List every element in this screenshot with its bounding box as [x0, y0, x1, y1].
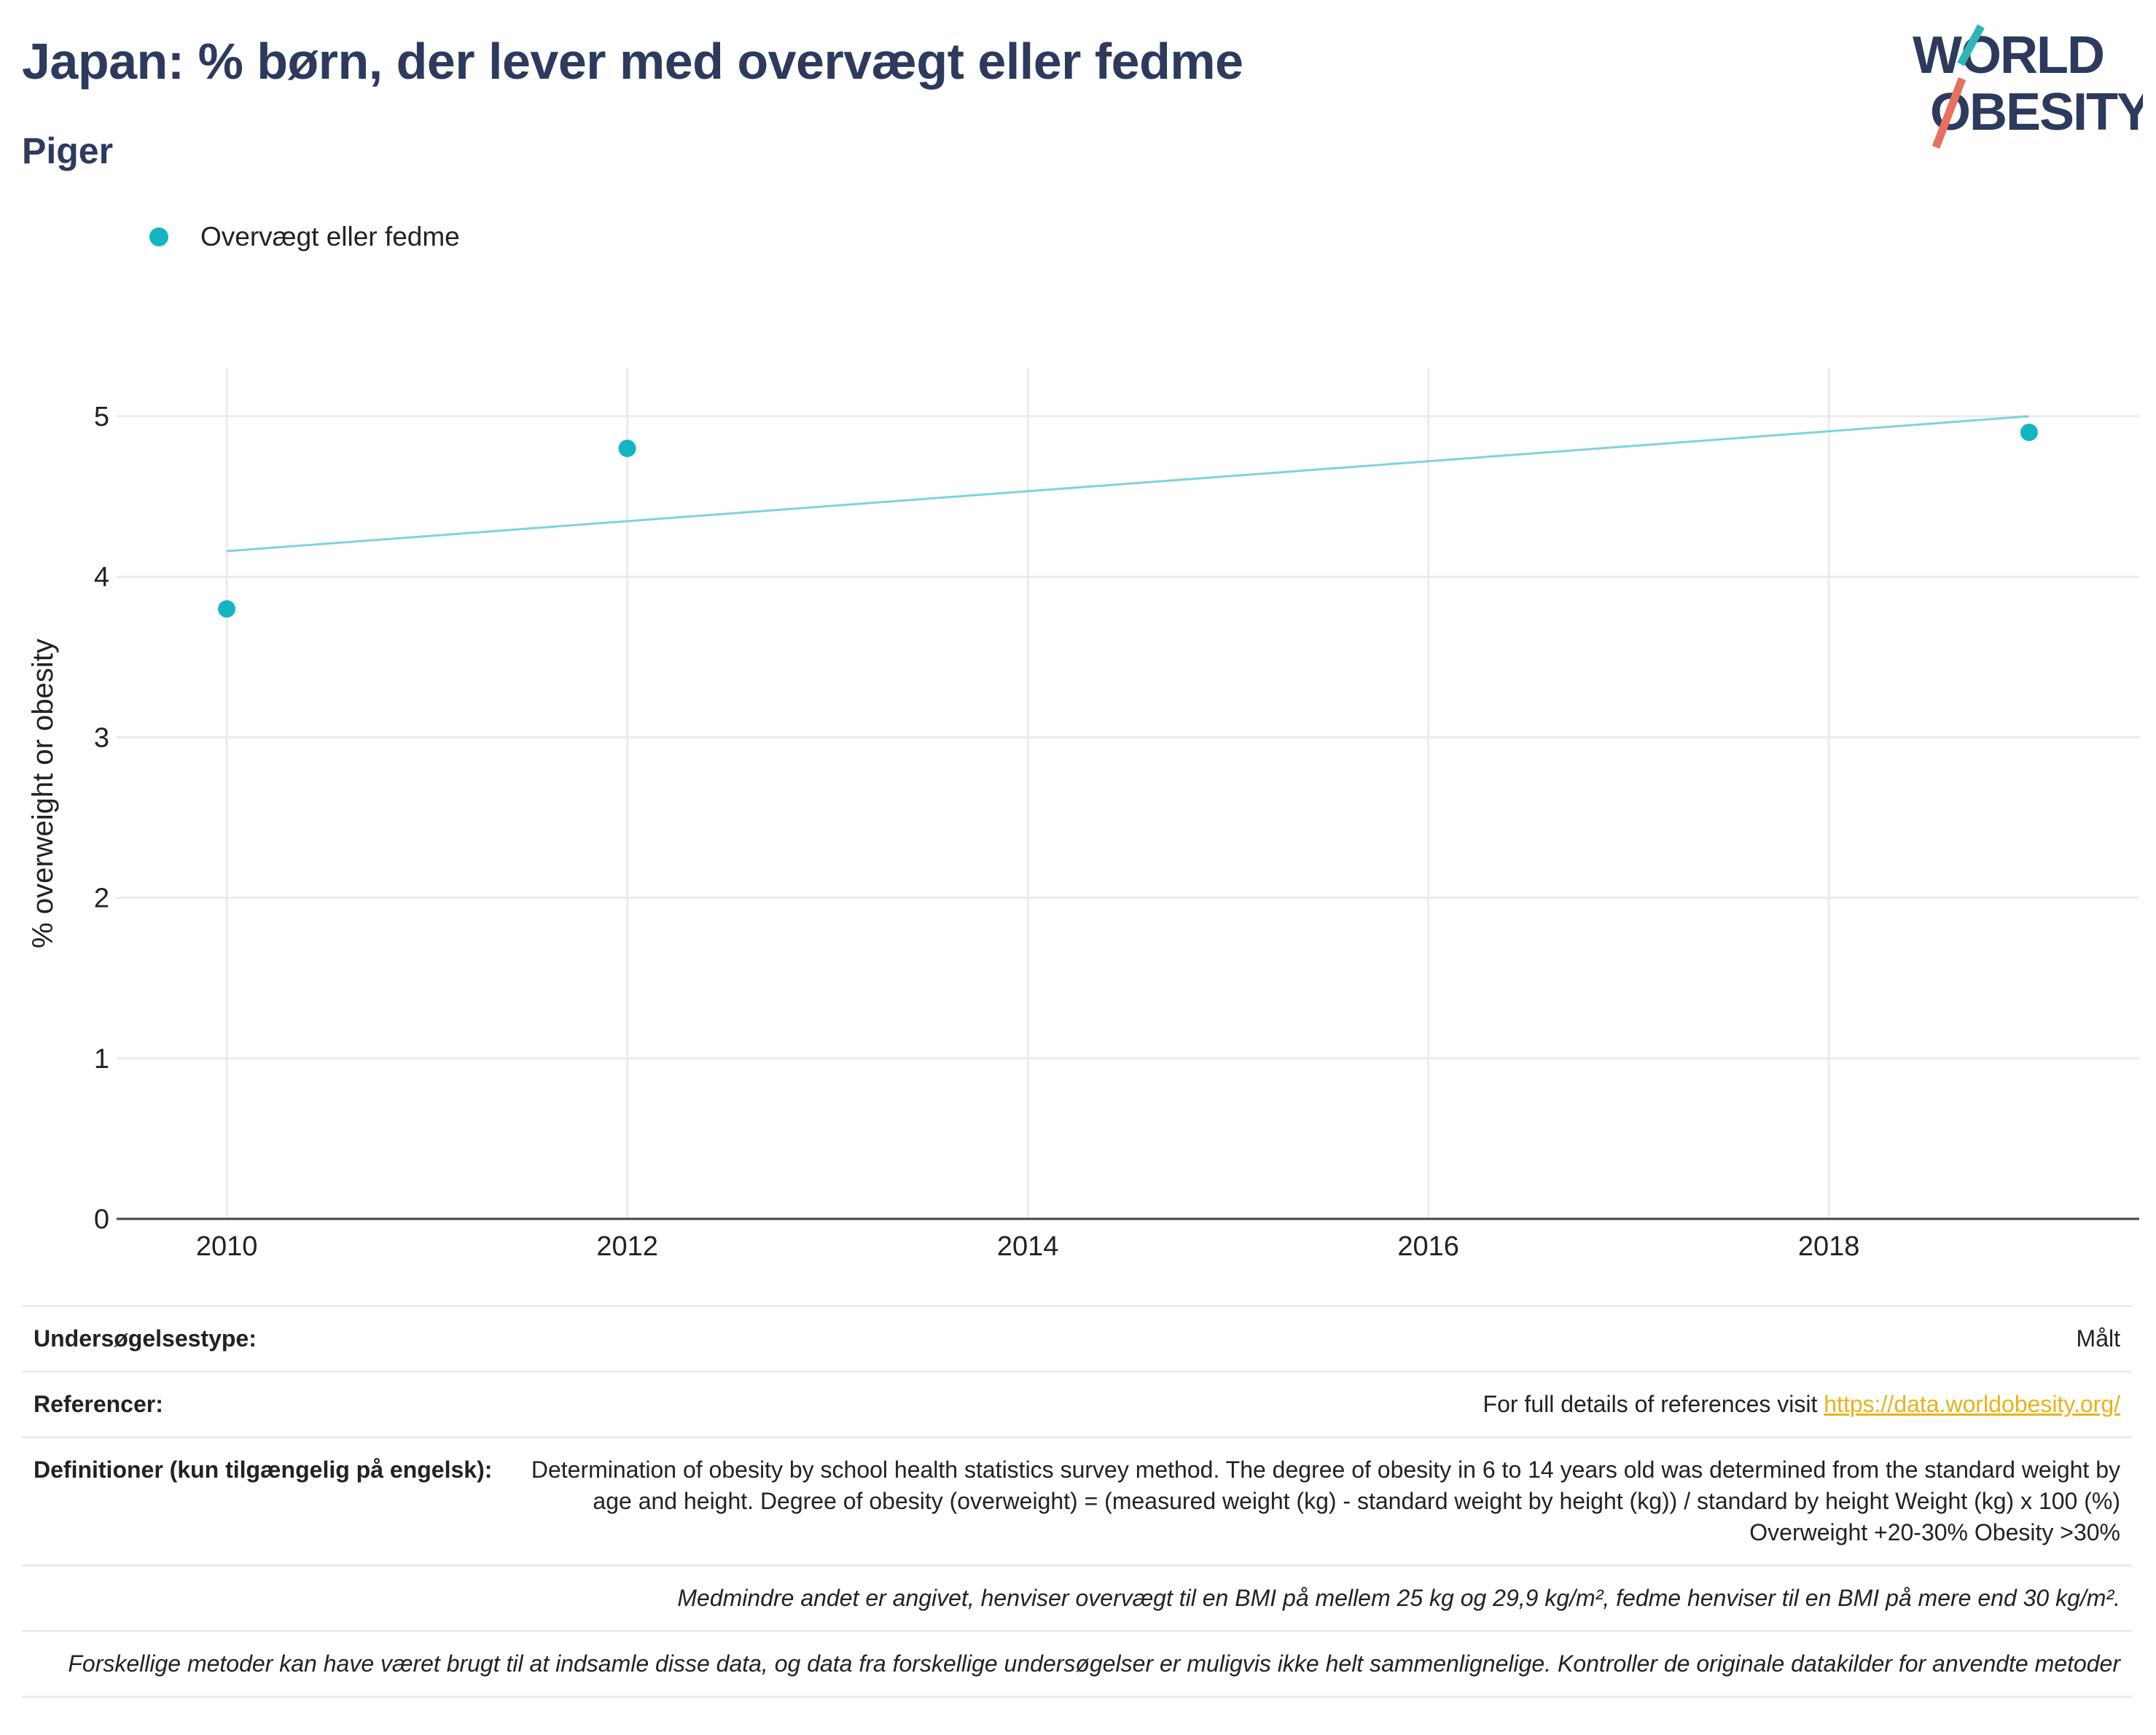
survey-type-label: Undersøgelsestype:	[34, 1325, 257, 1352]
legend-marker-dot	[149, 227, 168, 246]
data-point	[2020, 424, 2038, 442]
definitions-row: Definitioner (kun tilgængelig på engelsk…	[22, 1436, 2132, 1564]
x-tick-label: 2018	[1798, 1231, 1860, 1262]
x-tick-label: 2012	[596, 1231, 658, 1262]
references-text: For full details of references visit	[1483, 1391, 1824, 1417]
methods-note: Forskellige metoder kan have været brugt…	[68, 1650, 2120, 1677]
world-obesity-logo: WORLD OBESITY	[1913, 24, 2143, 149]
y-tick-label: 3	[94, 722, 109, 753]
references-label: Referencer:	[34, 1391, 163, 1417]
y-tick-label: 1	[94, 1044, 109, 1075]
methods-note-row: Forskellige metoder kan have været brugt…	[22, 1630, 2132, 1698]
page-subtitle: Piger	[22, 130, 114, 171]
x-tick-label: 2014	[997, 1231, 1059, 1262]
x-tick-label: 2016	[1397, 1231, 1459, 1262]
legend-label: Overvægt eller fedme	[200, 222, 460, 252]
y-tick-label: 5	[94, 402, 109, 432]
data-point	[618, 440, 636, 458]
bmi-note-row: Medmindre andet er angivet, henviser ove…	[22, 1564, 2132, 1630]
x-tick-label: 2010	[196, 1231, 258, 1262]
references-value: For full details of references visit htt…	[1483, 1389, 2120, 1420]
definitions-text: Determination of obesity by school healt…	[531, 1457, 2120, 1545]
y-tick-label: 0	[94, 1204, 109, 1235]
data-point	[218, 600, 236, 618]
bmi-note: Medmindre andet er angivet, henviser ove…	[677, 1585, 2120, 1611]
trend-line	[227, 415, 2029, 553]
y-axis-label: % overweight or obesity	[27, 639, 59, 948]
references-link[interactable]: https://data.worldobesity.org/	[1824, 1391, 2120, 1417]
references-row: Referencer: For full details of referenc…	[22, 1371, 2132, 1436]
definitions-label: Definitioner (kun tilgængelig på engelsk…	[34, 1457, 493, 1483]
chart-legend: Overvægt eller fedme	[149, 219, 460, 255]
y-tick-label: 4	[94, 562, 109, 593]
svg-text:WORLD: WORLD	[1913, 26, 2104, 85]
info-table: Undersøgelsestype: Målt Referencer: For …	[22, 1305, 2132, 1698]
survey-type-row: Undersøgelsestype: Målt	[22, 1305, 2132, 1371]
svg-text:OBESITY: OBESITY	[1930, 83, 2143, 141]
scatter-chart: 0 1 2 3 4 5 2010 2012 2014 2016 2018 % overweight o…	[27, 368, 2139, 1262]
survey-type-value: Målt	[2076, 1325, 2120, 1352]
page-title: Japan: % børn, der lever med overvægt el…	[22, 33, 1243, 90]
y-tick-label: 2	[94, 884, 109, 914]
